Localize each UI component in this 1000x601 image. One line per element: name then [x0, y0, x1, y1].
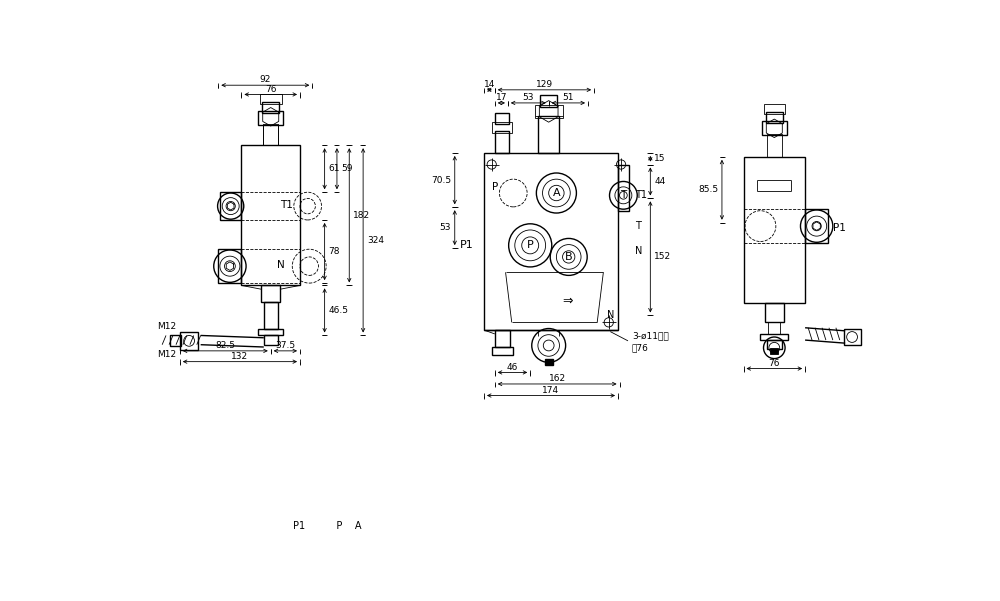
Text: 37.5: 37.5 — [275, 341, 295, 350]
Text: N: N — [607, 310, 614, 320]
Bar — [263, 124, 278, 145]
Bar — [765, 303, 784, 322]
Bar — [495, 113, 509, 124]
Bar — [258, 111, 283, 125]
Bar — [261, 285, 280, 302]
Text: T: T — [620, 191, 627, 200]
Text: M12: M12 — [157, 323, 176, 332]
Bar — [767, 133, 782, 157]
Bar — [260, 94, 282, 104]
Bar — [770, 348, 778, 354]
Text: T1: T1 — [280, 200, 293, 210]
Bar — [220, 192, 241, 220]
Text: 76: 76 — [265, 85, 276, 94]
Text: 70.5: 70.5 — [431, 175, 451, 185]
Text: P1: P1 — [833, 222, 846, 233]
Bar — [535, 105, 563, 118]
Bar — [495, 330, 510, 347]
Text: 132: 132 — [231, 352, 248, 361]
Bar — [241, 145, 300, 285]
Text: N: N — [635, 246, 642, 256]
Bar — [768, 322, 780, 334]
Bar — [484, 153, 618, 330]
Bar — [264, 302, 278, 329]
Text: 324: 324 — [367, 236, 384, 245]
Text: 14: 14 — [484, 80, 495, 89]
Bar — [760, 334, 788, 340]
Text: 51: 51 — [563, 93, 574, 102]
Text: 深76: 深76 — [632, 343, 649, 352]
Bar — [844, 329, 861, 346]
Bar — [805, 209, 828, 243]
Text: 46: 46 — [507, 362, 518, 371]
Text: 17: 17 — [496, 93, 507, 102]
Bar — [744, 157, 805, 303]
Text: 129: 129 — [536, 80, 553, 89]
Text: ⇒: ⇒ — [562, 294, 572, 307]
Text: 61: 61 — [328, 164, 340, 173]
Bar — [170, 335, 181, 346]
Bar — [538, 116, 559, 153]
Text: B: B — [565, 252, 573, 262]
Text: 78: 78 — [328, 247, 340, 256]
Text: T1: T1 — [635, 191, 647, 200]
Text: 92: 92 — [260, 75, 271, 84]
Bar — [492, 347, 513, 355]
Text: 53: 53 — [523, 93, 534, 102]
Bar — [258, 329, 283, 335]
Text: P: P — [527, 240, 534, 251]
Bar — [495, 132, 509, 153]
Text: P1: P1 — [459, 240, 473, 251]
Bar — [545, 359, 553, 365]
Text: 174: 174 — [542, 386, 560, 395]
Bar — [764, 105, 785, 114]
Bar — [262, 102, 279, 113]
Text: 76: 76 — [769, 359, 780, 368]
Text: P1          P    A: P1 P A — [293, 522, 362, 531]
Bar — [618, 165, 629, 211]
Text: 59: 59 — [341, 164, 352, 173]
Text: 3-ø11通孔: 3-ø11通孔 — [632, 332, 669, 341]
Text: 82.5: 82.5 — [215, 341, 235, 350]
Text: T: T — [635, 221, 641, 231]
Bar — [767, 340, 782, 349]
Bar — [540, 95, 557, 107]
Bar — [218, 249, 241, 283]
Bar — [264, 335, 278, 345]
Bar — [762, 121, 787, 135]
Text: N: N — [277, 260, 285, 270]
Bar — [180, 332, 198, 350]
Text: 15: 15 — [654, 154, 666, 163]
Text: 53: 53 — [439, 223, 451, 232]
Text: M12: M12 — [157, 350, 176, 359]
Text: 162: 162 — [549, 374, 566, 383]
Bar — [492, 122, 512, 133]
Text: 85.5: 85.5 — [698, 185, 718, 194]
Text: 46.5: 46.5 — [328, 306, 348, 315]
Text: A: A — [553, 188, 560, 198]
Text: 44: 44 — [654, 177, 665, 186]
Text: P: P — [492, 182, 498, 192]
Text: 152: 152 — [654, 252, 671, 261]
Text: 182: 182 — [353, 211, 370, 220]
Bar — [766, 112, 783, 123]
